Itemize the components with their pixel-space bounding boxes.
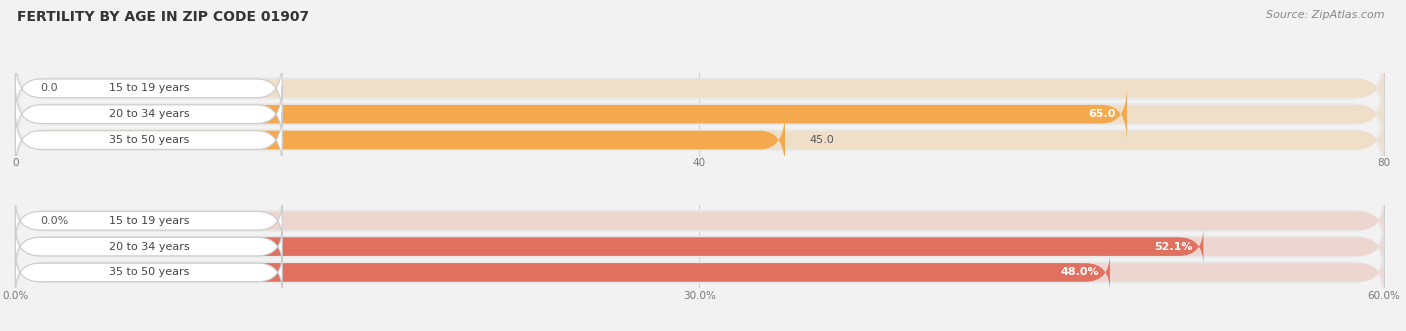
- FancyBboxPatch shape: [15, 202, 1384, 239]
- Text: 20 to 34 years: 20 to 34 years: [108, 109, 190, 119]
- FancyBboxPatch shape: [15, 112, 785, 168]
- FancyBboxPatch shape: [15, 195, 1384, 247]
- FancyBboxPatch shape: [15, 202, 283, 239]
- FancyBboxPatch shape: [15, 228, 283, 265]
- FancyBboxPatch shape: [15, 86, 1128, 142]
- Text: 35 to 50 years: 35 to 50 years: [108, 267, 188, 277]
- Text: 0.0: 0.0: [39, 83, 58, 93]
- FancyBboxPatch shape: [15, 60, 1384, 116]
- FancyBboxPatch shape: [15, 228, 1204, 265]
- FancyBboxPatch shape: [15, 254, 283, 291]
- Text: 20 to 34 years: 20 to 34 years: [108, 242, 190, 252]
- Text: 35 to 50 years: 35 to 50 years: [108, 135, 188, 145]
- FancyBboxPatch shape: [15, 254, 1109, 291]
- Text: 15 to 19 years: 15 to 19 years: [108, 216, 188, 226]
- FancyBboxPatch shape: [15, 86, 283, 142]
- Text: 52.1%: 52.1%: [1154, 242, 1192, 252]
- FancyBboxPatch shape: [15, 221, 1384, 272]
- FancyBboxPatch shape: [15, 102, 1384, 178]
- FancyBboxPatch shape: [15, 254, 1384, 291]
- FancyBboxPatch shape: [15, 112, 1384, 168]
- FancyBboxPatch shape: [15, 112, 283, 168]
- Text: 15 to 19 years: 15 to 19 years: [108, 83, 188, 93]
- FancyBboxPatch shape: [15, 86, 1384, 142]
- Text: FERTILITY BY AGE IN ZIP CODE 01907: FERTILITY BY AGE IN ZIP CODE 01907: [17, 10, 309, 24]
- FancyBboxPatch shape: [15, 247, 1384, 298]
- FancyBboxPatch shape: [15, 60, 283, 116]
- Text: 65.0: 65.0: [1088, 109, 1116, 119]
- FancyBboxPatch shape: [15, 228, 1384, 265]
- Text: Source: ZipAtlas.com: Source: ZipAtlas.com: [1267, 10, 1385, 20]
- Text: 0.0%: 0.0%: [39, 216, 69, 226]
- FancyBboxPatch shape: [15, 76, 1384, 152]
- Text: 45.0: 45.0: [810, 135, 834, 145]
- Text: 48.0%: 48.0%: [1060, 267, 1099, 277]
- FancyBboxPatch shape: [15, 50, 1384, 126]
